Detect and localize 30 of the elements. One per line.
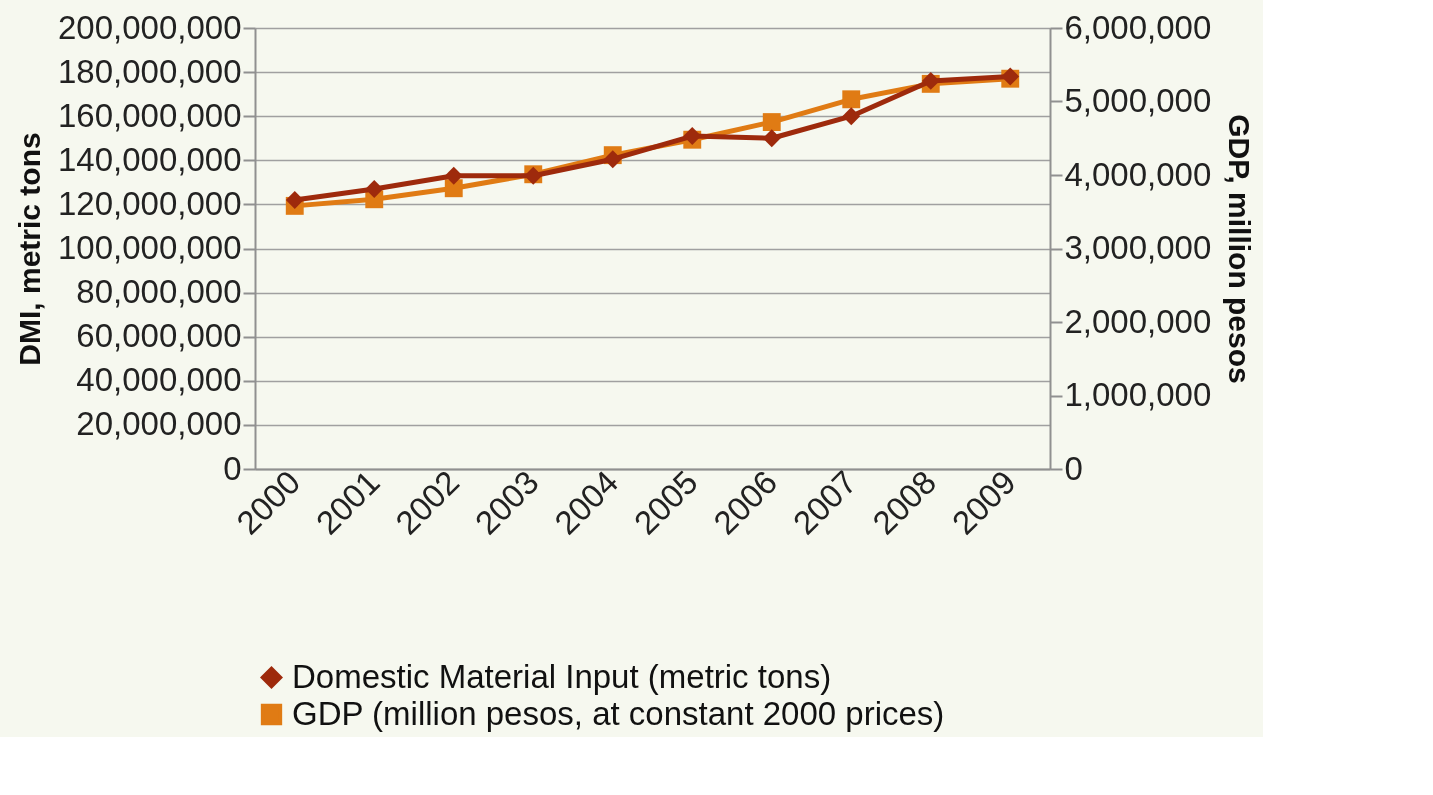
point	[762, 113, 781, 132]
y-axis-title: DMI, metric tons	[12, 132, 46, 366]
y-tick-label: 100,000,000	[57, 229, 242, 266]
y2-tick-label: 4,000,000	[1064, 155, 1212, 193]
y-tick-label: 40,000,000	[76, 361, 242, 399]
legend-label: Domestic Material Input (metric tons)	[292, 657, 832, 695]
y-tick-label: 200,000,000	[57, 8, 242, 46]
y-tick-label: 60,000,000	[76, 317, 242, 355]
y-tick-label: 140,000,000	[57, 140, 242, 178]
y-tick-label: 180,000,000	[57, 52, 242, 90]
y-tick-label: 20,000,000	[76, 405, 242, 443]
point	[762, 129, 781, 148]
legend-label: GDP (million pesos, at constant 2000 prices)	[292, 694, 945, 732]
point	[444, 179, 463, 198]
point	[842, 107, 861, 126]
y2-tick-label: 6,000,000	[1064, 8, 1212, 46]
y2-tick-label: 1,000,000	[1064, 376, 1212, 413]
point	[603, 150, 622, 169]
point	[285, 191, 304, 209]
y-tick-label: 80,000,000	[76, 273, 242, 311]
point	[842, 90, 861, 109]
point	[444, 166, 463, 185]
y-tick-label: 120,000,000	[57, 184, 242, 222]
y2-tick-label: 3,000,000	[1064, 229, 1212, 266]
point	[365, 180, 384, 198]
y2-tick-label: 2,000,000	[1064, 302, 1212, 340]
y2-axis-title: GDP, million pesos	[1223, 114, 1257, 384]
y-tick-label: 160,000,000	[57, 96, 242, 134]
y2-tick-label: 0	[1064, 449, 1083, 487]
y2-tick-label: 5,000,000	[1064, 82, 1212, 119]
